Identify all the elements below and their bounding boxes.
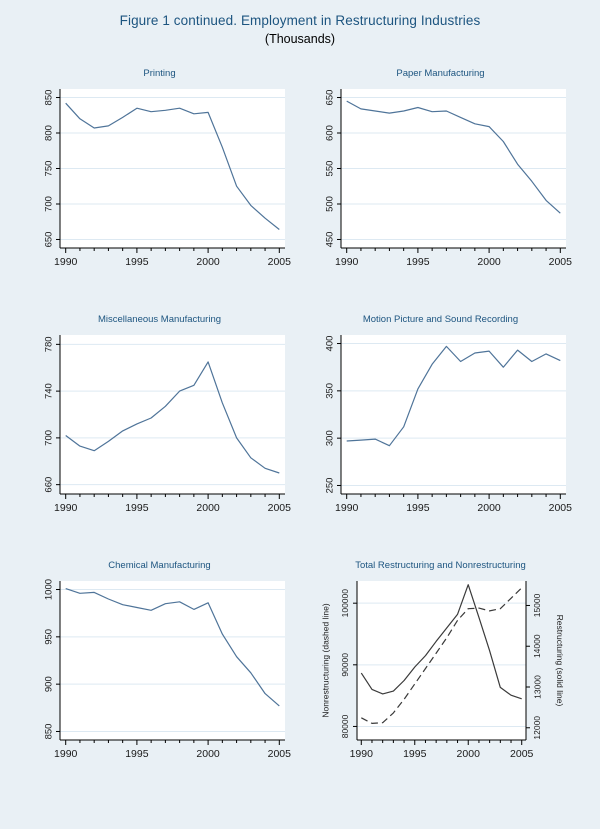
svg-text:700: 700 xyxy=(44,430,55,446)
svg-text:650: 650 xyxy=(325,90,336,106)
svg-text:15000: 15000 xyxy=(532,593,542,617)
svg-text:2005: 2005 xyxy=(510,748,534,760)
svg-text:12000: 12000 xyxy=(532,716,542,740)
svg-text:1990: 1990 xyxy=(54,748,78,760)
panel-title: Miscellaneous Manufacturing xyxy=(97,314,222,325)
svg-text:2000: 2000 xyxy=(196,502,220,514)
svg-text:14000: 14000 xyxy=(532,634,542,658)
svg-text:900: 900 xyxy=(44,676,55,692)
svg-text:750: 750 xyxy=(44,161,55,177)
figure-title: Figure 1 continued. Employment in Restru… xyxy=(119,13,481,28)
chart-paper-manufacturing: 450 500 550 600 650 1990 1995 2000 2005 xyxy=(325,89,573,268)
chart-total-restructuring-nonrestructuring: 80000 90000 100000 Nonrestructuring (dashed… xyxy=(320,581,565,760)
chart-chemical-manufacturing: 850 900 950 1000 1990 1995 2000 2005 xyxy=(44,579,292,760)
panel-title: Chemical Manufacturing xyxy=(108,560,211,571)
svg-text:1995: 1995 xyxy=(125,502,149,514)
svg-text:1000: 1000 xyxy=(44,579,55,600)
svg-text:1995: 1995 xyxy=(406,256,430,268)
svg-text:1990: 1990 xyxy=(350,748,374,760)
svg-text:Restructuring (solid line): Restructuring (solid line) xyxy=(555,615,565,707)
svg-text:850: 850 xyxy=(44,724,55,740)
svg-text:Nonrestructuring (dashed line): Nonrestructuring (dashed line) xyxy=(320,603,330,718)
svg-text:1995: 1995 xyxy=(403,748,427,760)
svg-text:2005: 2005 xyxy=(268,748,292,760)
svg-text:1990: 1990 xyxy=(335,502,359,514)
svg-text:650: 650 xyxy=(44,232,55,248)
chart-printing: 650 700 750 800 850 1990 1995 2000 2005 xyxy=(44,89,292,268)
svg-text:300: 300 xyxy=(325,430,336,446)
svg-text:800: 800 xyxy=(44,125,55,141)
svg-text:2000: 2000 xyxy=(196,748,220,760)
svg-text:400: 400 xyxy=(325,336,336,352)
svg-text:450: 450 xyxy=(325,232,336,248)
svg-text:2005: 2005 xyxy=(268,502,292,514)
svg-text:250: 250 xyxy=(325,478,336,494)
panel-title: Motion Picture and Sound Recording xyxy=(362,314,519,325)
svg-text:740: 740 xyxy=(44,383,55,399)
svg-text:1990: 1990 xyxy=(54,502,78,514)
svg-text:2005: 2005 xyxy=(549,256,573,268)
svg-text:2000: 2000 xyxy=(477,502,501,514)
svg-text:2000: 2000 xyxy=(457,748,481,760)
svg-text:2005: 2005 xyxy=(549,502,573,514)
figure-subtitle: (Thousands) xyxy=(264,32,336,46)
svg-text:1990: 1990 xyxy=(335,256,359,268)
panel-paper-manufacturing: Paper Manufacturing 450 500 550 600 650 1990 1… xyxy=(308,68,573,278)
svg-text:350: 350 xyxy=(325,383,336,399)
svg-text:100000: 100000 xyxy=(340,589,350,618)
svg-text:660: 660 xyxy=(44,477,55,493)
panel-motion-picture-sound-recording: Motion Picture and Sound Recording 250 30… xyxy=(308,314,573,524)
panel-title: Printing xyxy=(143,68,176,79)
svg-text:1995: 1995 xyxy=(125,256,149,268)
chart-miscellaneous-manufacturing: 660 700 740 780 1990 1995 2000 2005 xyxy=(44,335,292,514)
svg-text:600: 600 xyxy=(325,125,336,141)
panel-miscellaneous-manufacturing: Miscellaneous Manufacturing 660 700 740 780… xyxy=(27,314,292,524)
svg-text:80000: 80000 xyxy=(340,714,350,738)
panel-title: Paper Manufacturing xyxy=(396,68,485,79)
panel-chemical-manufacturing: Chemical Manufacturing 850 900 950 1000 1990… xyxy=(27,560,292,770)
panel-title: Total Restructuring and Nonrestructuring xyxy=(355,560,526,571)
svg-text:780: 780 xyxy=(44,336,55,352)
svg-text:90000: 90000 xyxy=(340,653,350,677)
svg-text:2000: 2000 xyxy=(196,256,220,268)
chart-motion-picture-sound-recording: 250 300 350 400 1990 1995 2000 2005 xyxy=(325,335,573,514)
svg-text:2000: 2000 xyxy=(477,256,501,268)
svg-text:1995: 1995 xyxy=(406,502,430,514)
panel-grid: Printing 650 700 750 800 850 1990 1995 2000 2005… xyxy=(0,68,600,770)
svg-text:550: 550 xyxy=(325,161,336,177)
svg-text:1990: 1990 xyxy=(54,256,78,268)
svg-text:1995: 1995 xyxy=(125,748,149,760)
svg-text:850: 850 xyxy=(44,90,55,106)
panel-printing: Printing 650 700 750 800 850 1990 1995 2000 2005 xyxy=(27,68,292,278)
panel-total-restructuring-nonrestructuring: Total Restructuring and Nonrestructuring… xyxy=(308,560,573,770)
svg-text:500: 500 xyxy=(325,196,336,212)
svg-text:950: 950 xyxy=(44,629,55,645)
svg-text:13000: 13000 xyxy=(532,675,542,699)
svg-text:700: 700 xyxy=(44,196,55,212)
svg-text:2005: 2005 xyxy=(268,256,292,268)
